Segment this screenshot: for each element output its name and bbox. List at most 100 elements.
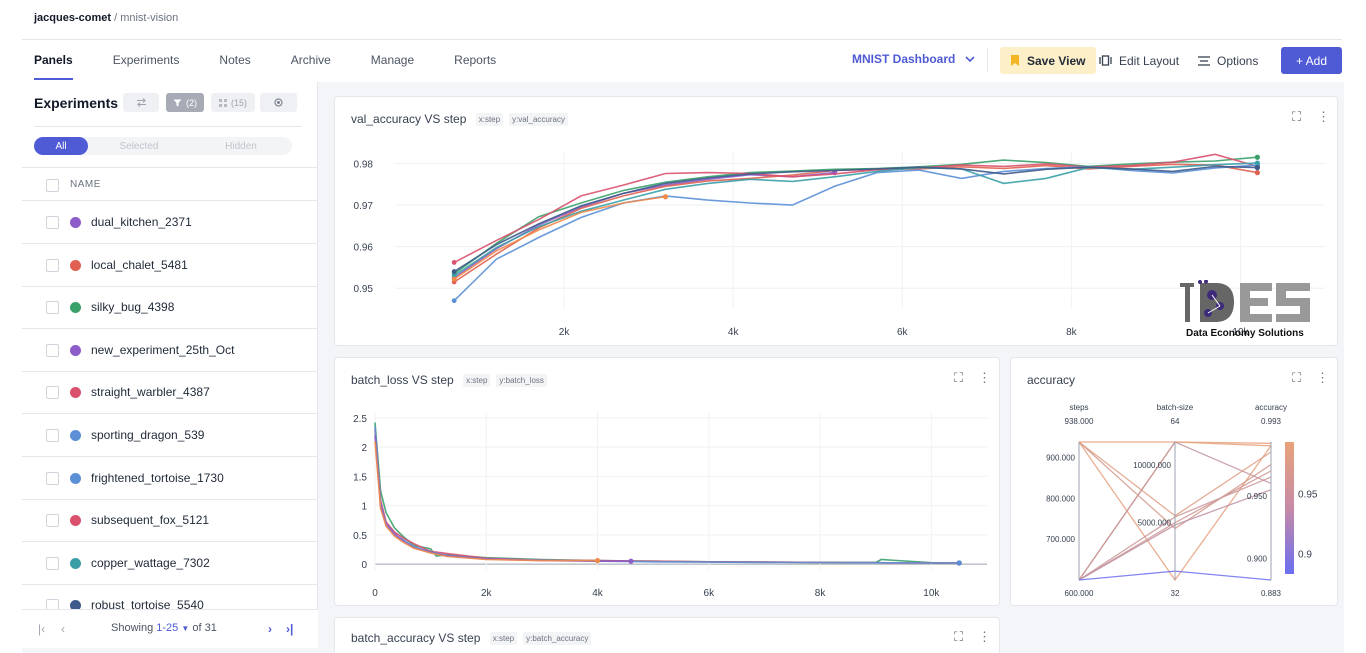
- row-checkbox[interactable]: [46, 471, 59, 485]
- tab-manage[interactable]: Manage: [370, 53, 415, 67]
- series-start-point: [451, 276, 457, 282]
- series-start-point: [451, 298, 457, 304]
- axis-top-value: 64: [1171, 417, 1180, 426]
- x-tick-label: 10k: [1232, 327, 1249, 338]
- prev-page-icon[interactable]: ‹: [61, 622, 65, 636]
- experiment-row[interactable]: dual_kitchen_2371: [22, 201, 318, 244]
- chevron-down-icon: [965, 56, 975, 63]
- row-checkbox[interactable]: [46, 514, 59, 528]
- grid-icon: [218, 98, 227, 107]
- series-start-point: [451, 273, 457, 279]
- axis-top-value: 938.000: [1065, 417, 1094, 426]
- tab-reports[interactable]: Reports: [454, 53, 497, 67]
- segment-hidden[interactable]: Hidden: [225, 140, 257, 152]
- save-view-button[interactable]: Save View: [1000, 47, 1096, 74]
- next-page-icon[interactable]: ›: [268, 622, 272, 636]
- expand-icon[interactable]: ⛶: [1292, 370, 1302, 385]
- batch-accuracy-panel: batch_accuracy VS step x:step y:batch_acc…: [334, 617, 1000, 653]
- tab-panels[interactable]: Panels: [34, 40, 73, 80]
- breadcrumb-project[interactable]: mnist-vision: [120, 12, 179, 24]
- x-tick-label: 0: [372, 588, 378, 599]
- edit-layout-button[interactable]: Edit Layout: [1099, 47, 1179, 74]
- experiment-row[interactable]: new_experiment_25th_Oct: [22, 329, 318, 372]
- more-vertical-icon[interactable]: ⋮: [978, 629, 991, 644]
- experiment-diff-button[interactable]: [123, 93, 159, 112]
- column-header-name[interactable]: NAME: [70, 179, 101, 190]
- showing-label: Showing: [111, 622, 154, 634]
- experiment-name: robust_tortoise_5540: [91, 598, 204, 613]
- series-line: [453, 164, 1258, 302]
- row-checkbox[interactable]: [46, 258, 59, 272]
- breadcrumb-owner[interactable]: jacques-comet: [34, 12, 112, 24]
- x-tick-label: 8k: [815, 588, 827, 599]
- more-vertical-icon[interactable]: ⋮: [1316, 370, 1329, 385]
- batch-loss-panel: batch_loss VS step x:step y:batch_loss ⛶ …: [334, 357, 1000, 606]
- y-tick-label: 2: [361, 443, 367, 454]
- series-line: [374, 441, 598, 562]
- experiment-row[interactable]: local_chalet_5481: [22, 244, 318, 287]
- layout-icon: [1099, 55, 1112, 66]
- colorbar-tick-label: 0.9: [1298, 550, 1312, 561]
- breadcrumb-separator: /: [111, 12, 121, 24]
- row-checkbox[interactable]: [46, 386, 59, 400]
- bookmark-icon: [1011, 55, 1019, 66]
- experiment-row[interactable]: frightened_tortoise_1730: [22, 457, 318, 500]
- expand-icon[interactable]: ⛶: [954, 370, 964, 385]
- segment-selected[interactable]: Selected: [119, 140, 159, 152]
- total-count: of 31: [192, 622, 217, 634]
- first-page-icon[interactable]: |‹: [38, 622, 46, 636]
- filter-button[interactable]: (2): [166, 93, 204, 112]
- batch-accuracy-title-text: batch_accuracy VS step: [351, 631, 481, 645]
- segment-all[interactable]: All: [34, 137, 88, 155]
- axis-tick-label: 900.000: [1046, 454, 1075, 463]
- y-tick-label: 0.97: [354, 201, 374, 212]
- accuracy-title: accuracy: [1027, 373, 1076, 387]
- last-page-icon[interactable]: ›|: [286, 622, 294, 636]
- columns-button[interactable]: (15): [211, 93, 255, 112]
- tab-archive[interactable]: Archive: [290, 53, 331, 67]
- add-button[interactable]: + Add: [1281, 47, 1342, 74]
- hide-button[interactable]: [260, 93, 297, 112]
- row-checkbox[interactable]: [46, 343, 59, 357]
- val-accuracy-title-text: val_accuracy VS step: [351, 112, 467, 126]
- select-all-checkbox[interactable]: [46, 179, 59, 192]
- tab-experiments[interactable]: Experiments: [112, 53, 180, 67]
- expand-icon[interactable]: ⛶: [1292, 109, 1302, 124]
- axis-tick-label: 0.950: [1247, 492, 1268, 501]
- experiment-row[interactable]: copper_wattage_7302: [22, 542, 318, 585]
- accuracy-panel: accuracy ⛶ ⋮ steps 938.000 600.000 900.000 8…: [1010, 357, 1338, 606]
- more-vertical-icon[interactable]: ⋮: [978, 370, 991, 385]
- tab-notes[interactable]: Notes: [219, 53, 251, 67]
- experiment-row[interactable]: straight_warbler_4387: [22, 371, 318, 415]
- dashboard-select[interactable]: MNIST Dashboard: [852, 52, 975, 66]
- series-end-point: [1254, 170, 1260, 176]
- axis-bottom-value: 32: [1171, 589, 1180, 598]
- page-range-select[interactable]: 1-25: [156, 622, 179, 634]
- y-tick-label: 0.96: [354, 243, 374, 254]
- y-tick-label: 1.5: [353, 472, 367, 483]
- series-start-point: [451, 269, 457, 274]
- swap-icon: [136, 98, 146, 107]
- accuracy-parallel-chart: steps 938.000 600.000 900.000 800.000 700.000…: [1046, 403, 1318, 598]
- options-button[interactable]: Options: [1198, 47, 1258, 74]
- x-axis-tag: x:step: [463, 374, 491, 388]
- axis-label: steps: [1069, 403, 1088, 412]
- company-logo: [1180, 280, 1310, 322]
- caret-down-icon[interactable]: ▼: [181, 624, 190, 633]
- experiment-row[interactable]: subsequent_fox_5121: [22, 499, 318, 543]
- experiment-row[interactable]: sporting_dragon_539: [22, 414, 318, 457]
- options-icon: [1198, 55, 1210, 66]
- x-tick-label: 8k: [1066, 327, 1078, 338]
- val-accuracy-panel: val_accuracy VS step x:step y:val_accurac…: [334, 96, 1338, 346]
- row-checkbox[interactable]: [46, 429, 59, 442]
- series-end-point: [1254, 160, 1260, 166]
- more-vertical-icon[interactable]: ⋮: [1317, 109, 1330, 124]
- expand-icon[interactable]: ⛶: [954, 629, 964, 644]
- x-tick-label: 2k: [481, 588, 493, 599]
- edit-layout-label: Edit Layout: [1119, 53, 1180, 68]
- experiment-row[interactable]: silky_bug_4398: [22, 286, 318, 330]
- row-checkbox[interactable]: [46, 301, 59, 315]
- row-checkbox[interactable]: [46, 216, 59, 229]
- save-view-label: Save View: [1027, 53, 1086, 68]
- row-checkbox[interactable]: [46, 556, 59, 570]
